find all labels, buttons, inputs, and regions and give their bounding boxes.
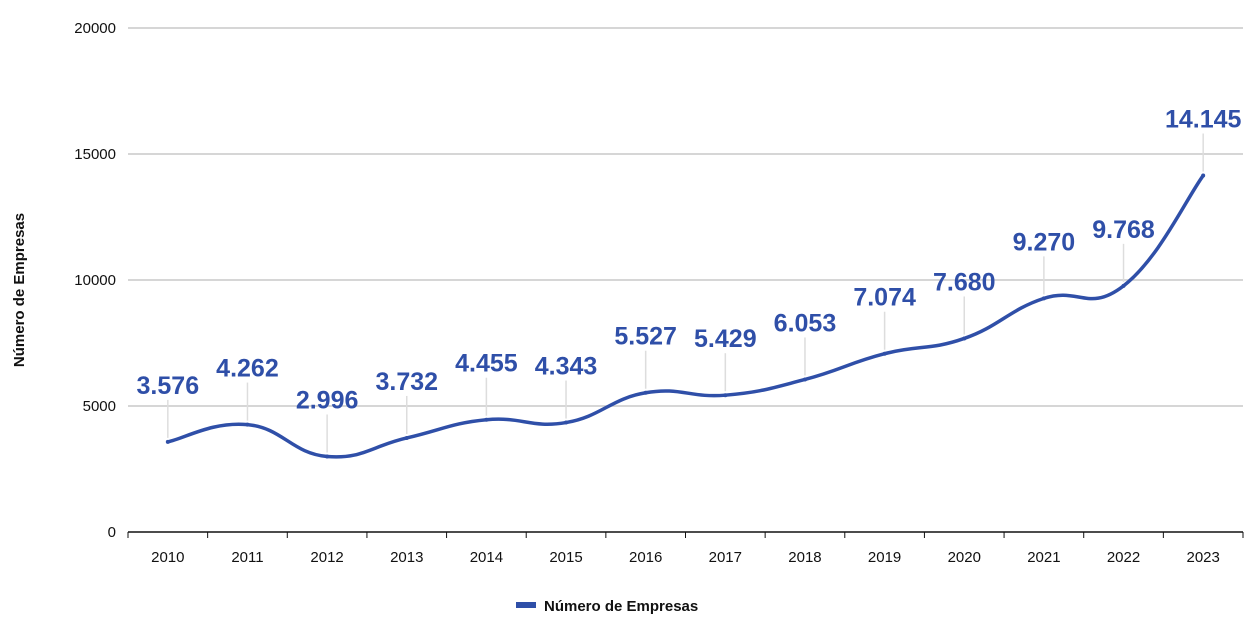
y-tick-label: 10000 [74,272,116,289]
x-tick-label: 2020 [948,549,981,566]
data-point[interactable] [882,351,887,356]
y-tick-label: 20000 [74,20,116,37]
legend[interactable]: Número de Empresas [516,598,698,615]
x-tick-label: 2015 [549,549,582,566]
x-tick-label: 2010 [151,549,184,566]
data-label: 9.768 [1092,216,1155,244]
data-point[interactable] [245,422,250,427]
y-tick-label: 15000 [74,146,116,163]
x-tick-label: 2017 [709,549,742,566]
data-point[interactable] [1201,173,1206,178]
legend-swatch [516,602,536,608]
axes: 0 5000 10000 15000 20000 2010 2011 2012 2013 2014… [74,20,1244,566]
data-label: 7.074 [853,284,916,312]
data-label: 9.270 [1013,228,1076,256]
data-point[interactable] [802,377,807,382]
data-label: 3.576 [137,372,200,400]
data-point[interactable] [962,336,967,341]
data-label: 5.429 [694,325,757,353]
data-label: 6.053 [774,309,837,337]
y-tick-label: 0 [108,524,116,541]
data-point[interactable] [325,454,330,459]
data-label-leaders [167,133,1204,453]
x-tick-label: 2023 [1186,549,1219,566]
data-label: 14.145 [1165,106,1242,134]
x-tick-label: 2016 [629,549,662,566]
data-point[interactable] [1041,296,1046,301]
data-point[interactable] [165,439,170,444]
data-point[interactable] [484,417,489,422]
data-labels: 3.576 4.262 2.996 3.732 4.455 4.343 5.527 5.429… [137,106,1242,415]
data-label: 2.996 [296,387,359,415]
data-label: 4.455 [455,350,518,378]
gridlines [128,27,1243,407]
data-label: 7.680 [933,268,996,296]
x-tick-label: 2014 [470,549,503,566]
x-tick-label: 2012 [310,549,343,566]
x-tick-label: 2011 [231,549,263,566]
x-tick-label: 2019 [868,549,901,566]
data-point[interactable] [723,393,728,398]
legend-label: Número de Empresas [544,598,698,615]
data-label: 4.343 [535,353,598,381]
x-tick-label: 2021 [1027,549,1060,566]
data-point[interactable] [1121,283,1126,288]
data-point[interactable] [404,435,409,440]
data-label: 5.527 [614,323,677,351]
data-point[interactable] [643,390,648,395]
y-axis-label: Número de Empresas [11,213,28,367]
x-tick-label: 2018 [788,549,821,566]
x-tick-label: 2013 [390,549,423,566]
series-layer [165,173,1206,459]
series-line[interactable] [166,173,1205,459]
x-tick-label: 2022 [1107,549,1140,566]
data-label: 3.732 [375,368,438,396]
data-point[interactable] [564,420,569,425]
data-label: 4.262 [216,355,279,383]
y-tick-label: 5000 [83,398,116,415]
